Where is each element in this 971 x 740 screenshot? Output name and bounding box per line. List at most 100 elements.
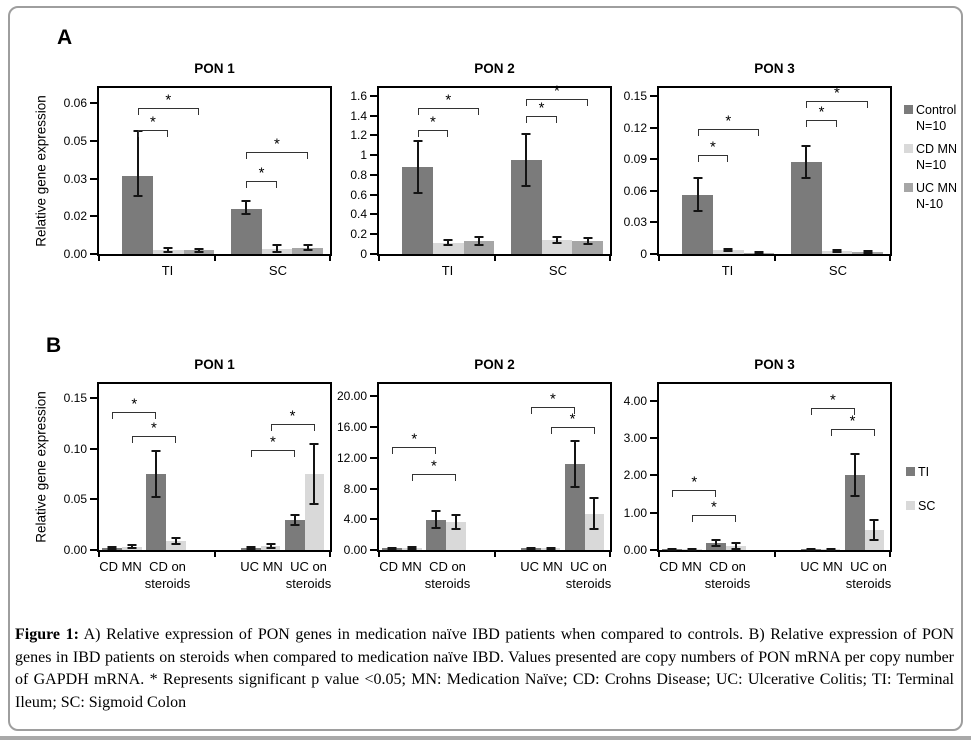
error-bar [727, 248, 730, 251]
error-bar [167, 247, 170, 252]
error-cap-high [443, 239, 453, 242]
error-cap-low [869, 538, 879, 541]
error-cap-low [387, 548, 397, 551]
y-tick-mark [90, 498, 97, 501]
y-tick-label: 0.15 [623, 89, 647, 104]
legend-item: Control N=10 [904, 102, 957, 134]
x-tick-line: UC on [290, 559, 327, 574]
y-tick-label: 0.05 [63, 133, 87, 148]
sig-star: * [725, 112, 732, 130]
x-tick-label: CD on steroids [705, 558, 751, 592]
error-cap-high [546, 546, 556, 549]
sig-star: * [818, 103, 825, 121]
y-tick-label: 1.6 [350, 88, 367, 103]
error-cap-low [832, 250, 842, 253]
x-tick-line: UC MN [240, 559, 283, 574]
chart-b-pon3: PON 3 0.00 1.00 2.00 3.00 4.00 * * * * CD MN CD on s… [612, 352, 892, 598]
sig-bracket [806, 119, 837, 127]
y-tick-label: 0.05 [63, 492, 87, 507]
error-cap-high [266, 542, 276, 545]
sig-star: * [711, 498, 717, 516]
sig-bracket [697, 128, 759, 136]
error-cap-low [241, 212, 251, 215]
sig-bracket [526, 98, 588, 106]
legend-marker [906, 501, 915, 510]
sig-bracket [250, 449, 295, 457]
x-tick-line: steroids [424, 576, 471, 591]
error-bar [416, 141, 419, 193]
error-cap-high [107, 545, 117, 548]
sig-star: * [430, 114, 436, 132]
sig-bracket [417, 107, 479, 115]
bar [304, 474, 325, 550]
legend-label-line1: Control [916, 103, 957, 117]
x-tick-mark [889, 256, 891, 261]
bar [572, 241, 603, 254]
y-tick-mark [370, 253, 377, 255]
legend-label: CD MN N=10 [916, 141, 957, 173]
x-tick-line: steroids [845, 576, 892, 591]
error-cap-high [723, 247, 733, 250]
error-cap-low [309, 503, 319, 506]
panel-a-charts: Relative gene expression PON 1 0.00 0.02 0.0… [30, 56, 957, 286]
y-tick-mark [90, 397, 97, 400]
chart-a-pon3: PON 3 0 0.03 0.06 0.09 0.12 0.15 * * * * TI SC [612, 56, 892, 286]
x-tick-line: steroids [285, 576, 332, 591]
x-tick-label: UC MN [240, 558, 283, 575]
x-tick-line: CD MN [659, 559, 702, 574]
y-tick-label: 8.00 [343, 481, 367, 496]
x-tick-mark [658, 552, 660, 557]
y-tick-mark [370, 213, 377, 216]
error-cap-high [693, 177, 703, 180]
y-tick-mark [650, 549, 657, 551]
error-cap-high [474, 236, 484, 239]
x-tick-line: CD on [149, 559, 186, 574]
y-axis-title: Relative gene expression [33, 95, 49, 247]
legend-label-line1: UC MN [916, 181, 957, 195]
error-bar [447, 240, 450, 246]
y-tick-label: 2.00 [623, 468, 647, 483]
x-tick-mark [493, 552, 496, 557]
y-tick-label: 0.00 [623, 543, 647, 557]
plot-area: 0 0.03 0.06 0.09 0.12 0.15 * * * * [624, 85, 892, 261]
chart-a-pon2: PON 2 0 0.2 0.4 0.6 0.8 1 1.2 1.4 1.6 * * * * TI SC [332, 56, 612, 286]
y-tick-label: 0.00 [343, 543, 367, 557]
error-cap-high [552, 236, 562, 239]
error-cap-low [107, 548, 117, 550]
y-tick-label: 0.12 [623, 120, 647, 135]
error-bar [198, 249, 201, 252]
sig-star: * [150, 113, 156, 131]
x-tick-label: TI [442, 262, 454, 279]
y-tick-mark [370, 193, 377, 196]
sig-star: * [151, 419, 157, 437]
y-tick-mark [650, 437, 657, 440]
x-tick-line: TI [441, 263, 454, 278]
chart-title: PON 2 [474, 357, 515, 372]
x-tick-line: SC [268, 263, 287, 278]
y-tick-mark [370, 518, 377, 521]
y-tick-mark [650, 221, 657, 224]
sig-bracket [246, 181, 277, 189]
bar [463, 241, 495, 254]
error-cap-low [266, 546, 276, 549]
x-tick-label: UC on steroids [286, 558, 332, 592]
chart-a-pon1: Relative gene expression PON 1 0.00 0.02 0.0… [30, 56, 332, 286]
sig-star: * [270, 433, 276, 451]
sig-bracket [137, 108, 199, 116]
error-bar [715, 539, 718, 547]
y-tick-mark [650, 126, 657, 129]
x-tick-line: SC [548, 263, 567, 278]
y-tick-mark [370, 233, 377, 236]
error-bar [873, 520, 876, 540]
x-tick-line: UC MN [520, 559, 563, 574]
error-cap-high [667, 547, 677, 550]
chart-title: PON 1 [194, 357, 235, 372]
x-tick-mark [493, 256, 496, 261]
error-bar [853, 454, 856, 496]
chart-title: PON 3 [754, 357, 795, 372]
error-cap-low [431, 527, 441, 530]
y-tick-label: 0.4 [350, 207, 367, 222]
error-cap-high [451, 513, 461, 516]
x-tick-mark [213, 256, 216, 261]
sig-star: * [258, 164, 265, 182]
